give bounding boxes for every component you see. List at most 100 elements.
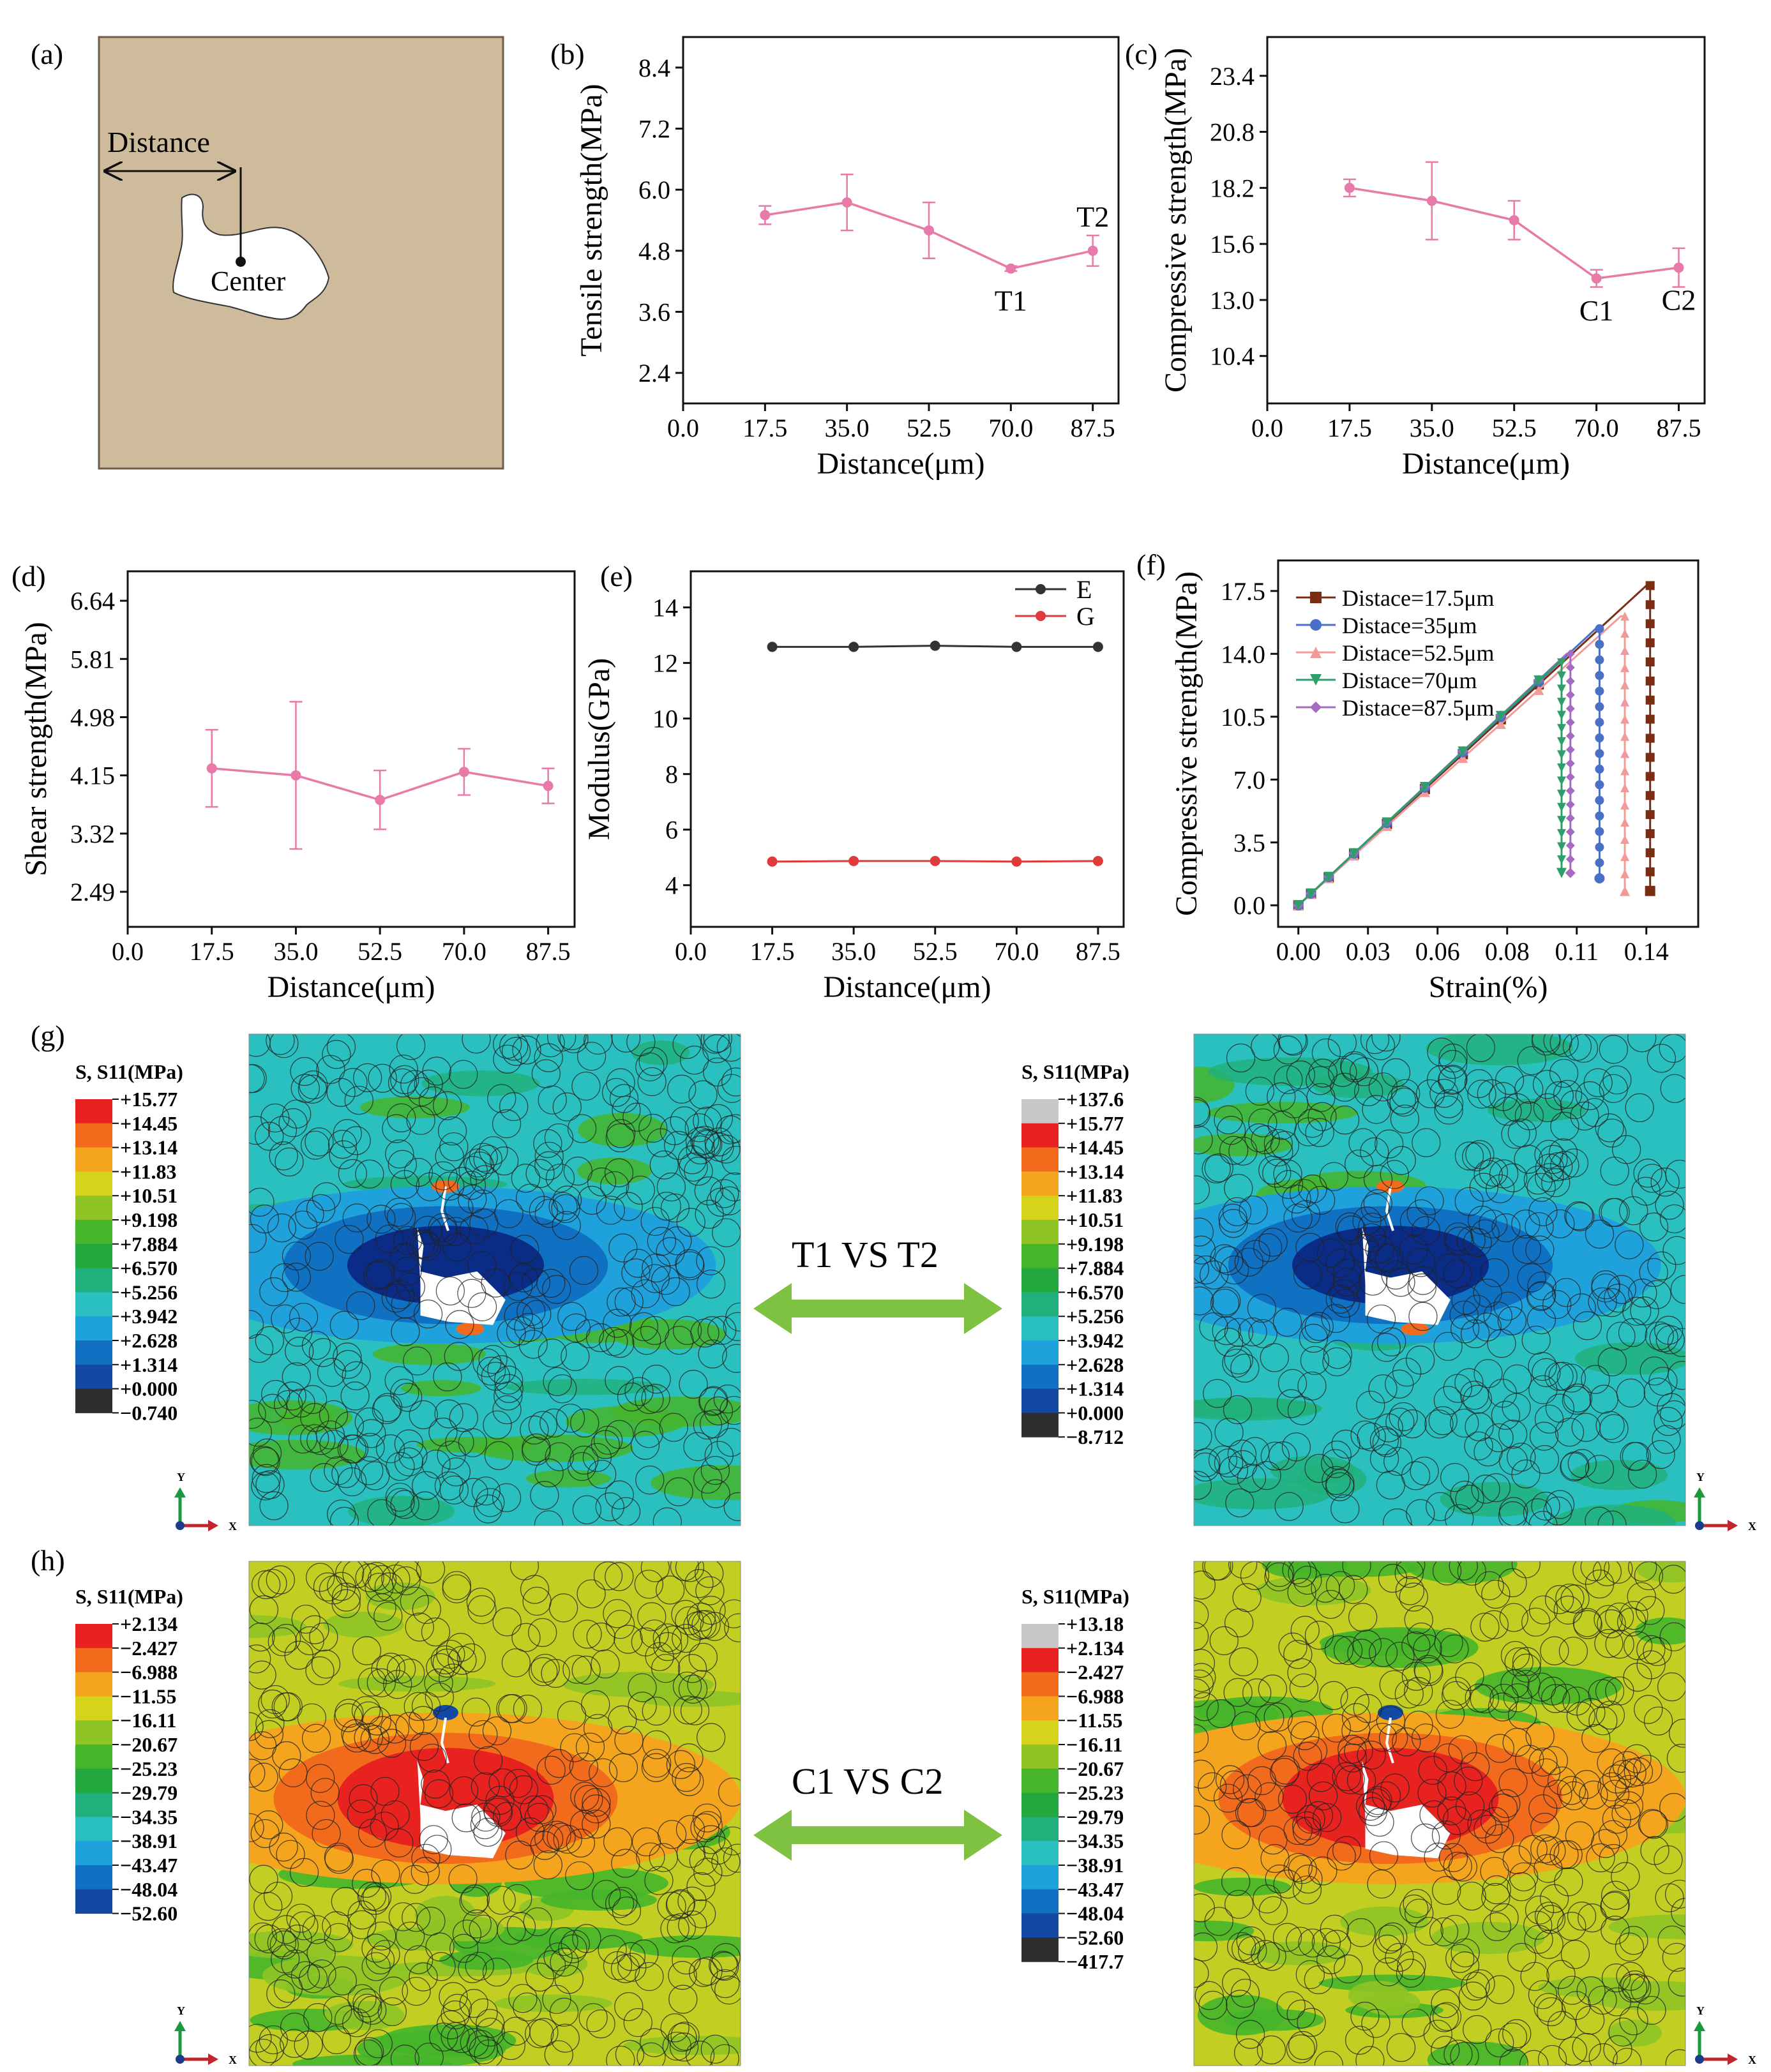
fiber bbox=[1451, 1286, 1481, 1315]
fiber bbox=[487, 1084, 516, 1113]
fiber bbox=[721, 1146, 741, 1175]
drop-marker bbox=[1620, 869, 1630, 878]
fiber bbox=[506, 1316, 536, 1346]
legend-label: Distace=87.5μm bbox=[1342, 695, 1495, 721]
fiber bbox=[1376, 1706, 1405, 1736]
fiber bbox=[636, 1842, 665, 1872]
fiber bbox=[355, 1159, 384, 1189]
data-point bbox=[848, 642, 859, 652]
drop-marker bbox=[1565, 841, 1575, 850]
fiber bbox=[1555, 1583, 1585, 1613]
fiber bbox=[459, 1886, 488, 1916]
fiber bbox=[1550, 1151, 1579, 1180]
fiber bbox=[1553, 1595, 1583, 1625]
fiber bbox=[1534, 1854, 1563, 1883]
fiber bbox=[696, 1246, 725, 1275]
fiber bbox=[1304, 1312, 1334, 1341]
fiber bbox=[1497, 1306, 1527, 1335]
drop-marker bbox=[1565, 663, 1575, 672]
fiber bbox=[413, 1299, 443, 1329]
stress-streak bbox=[323, 1611, 404, 1638]
fiber bbox=[1228, 1561, 1258, 1579]
fiber bbox=[445, 1310, 474, 1339]
colorbar-label: +7.884 bbox=[1066, 1257, 1124, 1280]
stress-streak bbox=[1249, 1941, 1348, 1965]
fiber bbox=[361, 1562, 391, 1591]
drop-marker bbox=[1645, 581, 1655, 590]
fiber bbox=[525, 1962, 555, 1992]
fiber bbox=[1213, 1783, 1243, 1813]
fiber bbox=[1480, 1806, 1510, 1836]
panel-label-e: (e) bbox=[600, 560, 633, 592]
fiber bbox=[416, 1561, 446, 1584]
data-point bbox=[1591, 273, 1602, 284]
fiber bbox=[1222, 1348, 1251, 1378]
curve-marker bbox=[1419, 781, 1430, 792]
fiber bbox=[437, 1116, 467, 1146]
fiber bbox=[1528, 1375, 1558, 1404]
fiber bbox=[377, 1729, 407, 1758]
colorbar-label: +5.256 bbox=[1066, 1305, 1124, 1328]
fiber bbox=[661, 1277, 690, 1307]
fiber bbox=[1511, 1459, 1541, 1489]
fiber bbox=[1219, 1209, 1248, 1238]
fiber bbox=[1470, 1219, 1500, 1249]
drop-marker bbox=[1595, 640, 1604, 649]
fiber bbox=[1438, 1843, 1468, 1872]
fiber bbox=[1659, 1204, 1685, 1234]
curve-3 bbox=[1297, 661, 1563, 906]
data-point bbox=[206, 763, 217, 774]
legend-label: Distace=52.5μm bbox=[1342, 640, 1495, 666]
fiber bbox=[690, 1318, 720, 1348]
fiber bbox=[1367, 1869, 1396, 1899]
fiber bbox=[543, 1367, 572, 1396]
fiber bbox=[342, 1126, 371, 1155]
fiber bbox=[1534, 1404, 1564, 1434]
fiber bbox=[672, 1945, 701, 1975]
stress-streak bbox=[1223, 2009, 1324, 2031]
data-point bbox=[543, 781, 554, 792]
fiber bbox=[391, 1317, 420, 1346]
drop-marker bbox=[1645, 829, 1655, 839]
fiber bbox=[1383, 1508, 1412, 1526]
x-tick-label: 52.5 bbox=[907, 414, 951, 442]
colorbar-label: +2.628 bbox=[120, 1329, 177, 1352]
fiber bbox=[463, 1148, 493, 1178]
fiber bbox=[331, 1459, 361, 1489]
fiber bbox=[515, 1183, 545, 1213]
point-annotation: T1 bbox=[995, 285, 1027, 317]
fiber bbox=[271, 1915, 301, 1944]
colorbar-label: −2.427 bbox=[1066, 1661, 1124, 1684]
fiber bbox=[1539, 1884, 1569, 1913]
curve-marker bbox=[1323, 871, 1334, 882]
fiber bbox=[1528, 1794, 1558, 1824]
fiber bbox=[711, 1847, 741, 1877]
fiber bbox=[677, 1654, 707, 1683]
triad-x-label: X bbox=[1748, 1520, 1756, 1533]
fiber bbox=[1292, 1811, 1322, 1840]
fiber bbox=[1223, 1395, 1253, 1425]
fiber bbox=[1417, 1778, 1447, 1808]
fiber bbox=[278, 1108, 308, 1137]
fiber bbox=[1619, 1196, 1648, 1226]
fiber bbox=[370, 1812, 399, 1841]
colorbar-label: −48.04 bbox=[120, 1878, 177, 1901]
fiber bbox=[642, 1730, 672, 1759]
fiber bbox=[317, 1358, 347, 1387]
colorbar-band bbox=[75, 1123, 112, 1148]
fiber bbox=[1293, 1741, 1322, 1771]
curve-marker bbox=[1348, 848, 1359, 859]
fiber bbox=[1480, 1258, 1509, 1287]
fiber bbox=[484, 1441, 514, 1470]
y-tick-label: 3.6 bbox=[638, 298, 670, 327]
fiber bbox=[1455, 1662, 1484, 1692]
fiber bbox=[600, 1171, 629, 1201]
fiber bbox=[1523, 1498, 1553, 1526]
fiber bbox=[607, 1287, 636, 1317]
colorbar-label: −34.35 bbox=[1066, 1829, 1124, 1852]
fiber bbox=[469, 1208, 499, 1238]
drop-marker bbox=[1565, 732, 1575, 741]
fiber bbox=[1433, 1743, 1463, 1773]
curve-marker bbox=[1495, 710, 1506, 721]
stress-streak bbox=[1194, 1133, 1293, 1157]
